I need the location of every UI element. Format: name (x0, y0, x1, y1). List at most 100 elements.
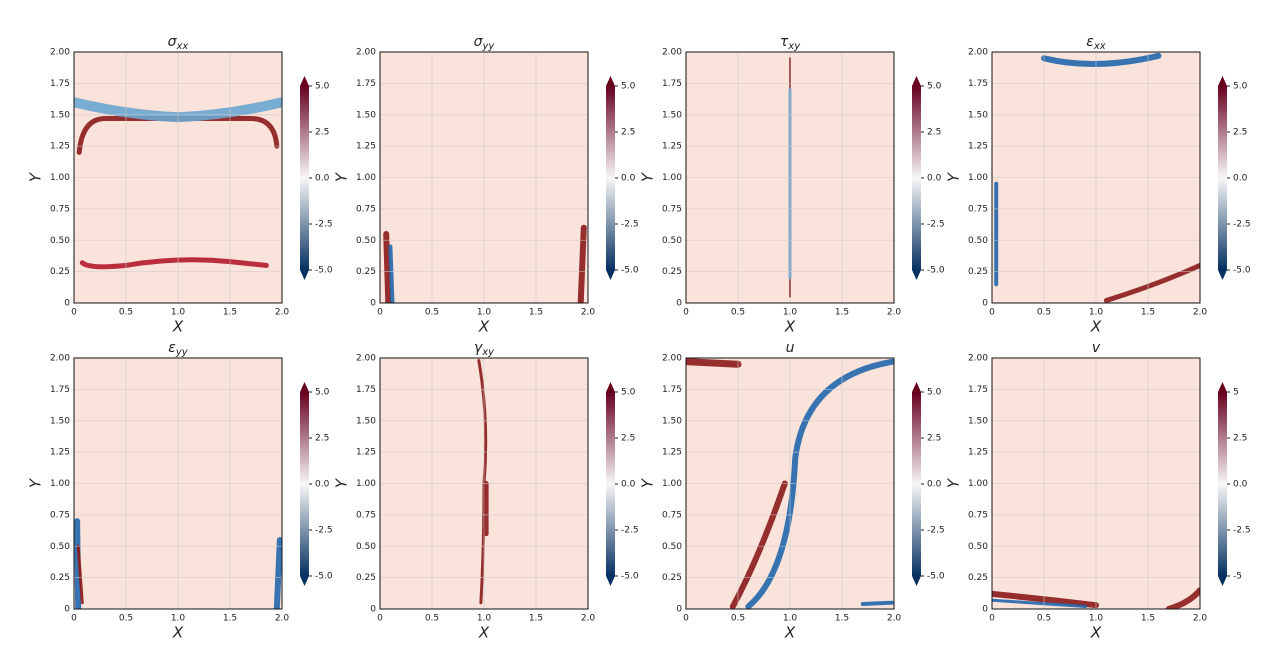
title-symbol: γ (474, 340, 483, 356)
y-tick-label: 1.25 (50, 142, 70, 152)
panel-title: σyy (474, 34, 496, 52)
colorbar-tick-label: 0.0 (621, 174, 636, 184)
y-axis-label: Y (27, 477, 45, 488)
x-tick-label: 0.5 (1037, 308, 1051, 318)
y-tick-label: 0.75 (50, 204, 70, 214)
x-tick-label: 0 (683, 308, 689, 318)
y-tick-label: 0.50 (356, 542, 376, 552)
plot-frame (991, 51, 1201, 304)
y-tick-label: 0.25 (50, 267, 70, 277)
colorbar-tick-label: 2.5 (315, 434, 329, 444)
colorbar-tick-label: -2.5 (1233, 220, 1251, 230)
y-axis-label: Y (945, 171, 963, 182)
x-tick-label: 0 (989, 308, 995, 318)
y-tick-label: 1.50 (50, 416, 70, 426)
colorbar-extend (912, 382, 921, 392)
x-tick-label: 2.0 (887, 308, 902, 318)
colorbar-tick-label: -5.0 (927, 572, 945, 582)
panel: 0 0.5 1.0 1.5 2.000.250.500.751.001.251.501.… (639, 340, 945, 642)
colorbar-extend (300, 270, 309, 280)
colorbar-tick-label: 5.0 (621, 388, 636, 398)
y-tick-label: 2.00 (356, 354, 376, 364)
colorbar-extend (1218, 270, 1227, 280)
panel-title: u (786, 340, 795, 356)
title-symbol: ε (1086, 34, 1094, 50)
colorbar-tick-label: 2.5 (927, 128, 941, 138)
x-tick-label: 2.0 (887, 614, 902, 624)
colorbar-tick-label: 5.0 (315, 82, 330, 92)
panel-title: σxx (168, 34, 189, 52)
plot-frame (379, 357, 589, 610)
field-feature (388, 244, 395, 303)
title-subscript: xx (176, 41, 189, 52)
field-feature (76, 544, 84, 605)
y-tick-label: 0 (676, 299, 682, 309)
y-tick-label: 1.75 (968, 385, 988, 395)
x-tick-label: 2.0 (581, 614, 596, 624)
colorbar-tick-label: -5.0 (621, 266, 639, 276)
y-tick-label: 1.75 (50, 79, 70, 89)
field-feature (79, 257, 269, 270)
x-tick-label: 2.0 (581, 308, 596, 318)
colorbar-tick-label: 5.0 (621, 82, 636, 92)
y-tick-label: 1.50 (662, 110, 682, 120)
colorbar-tick-label: 5 (1233, 388, 1239, 398)
y-tick-label: 2.00 (968, 354, 988, 364)
colorbar-tick-label: 2.5 (927, 434, 941, 444)
x-tick-label: 0.5 (119, 308, 133, 318)
y-tick-label: 1.25 (662, 448, 682, 458)
y-tick-label: 0 (64, 605, 70, 615)
title-symbol: σ (474, 34, 484, 50)
field-feature (992, 598, 1088, 608)
colorbar-tick-label: -5.0 (315, 572, 333, 582)
panel-title: γxy (474, 340, 495, 358)
colorbar-tick-label: -2.5 (1233, 526, 1251, 536)
y-tick-label: 2.00 (50, 48, 70, 58)
colorbar-tick-label: 0.0 (1233, 480, 1248, 490)
colorbar-extend (912, 76, 921, 86)
colorbar-tick-label: 2.5 (621, 128, 635, 138)
y-tick-label: 1.50 (50, 110, 70, 120)
colorbar-tick-label: 2.5 (315, 128, 329, 138)
colorbar-tick-label: 0.0 (315, 480, 330, 490)
colorbar-tick-label: 0.0 (1233, 174, 1248, 184)
colorbar-tick-label: 2.5 (1233, 128, 1247, 138)
y-tick-label: 1.00 (50, 173, 70, 183)
panel: 0 0.5 1.0 1.5 2.000.250.500.751.001.251.501.… (945, 340, 1251, 642)
x-tick-label: 1.5 (835, 308, 849, 318)
panel: 0 0.5 1.0 1.5 2.000.250.500.751.001.251.501.… (333, 340, 639, 642)
colorbar-tick-label: 5.0 (315, 388, 330, 398)
title-symbol: v (1092, 340, 1101, 356)
x-tick-label: 1.5 (529, 614, 543, 624)
y-tick-label: 0.75 (356, 510, 376, 520)
field-feature (729, 480, 788, 609)
y-tick-label: 0.75 (662, 204, 682, 214)
title-symbol: τ (780, 34, 789, 50)
y-tick-label: 1.00 (662, 479, 682, 489)
colorbar-extend (1218, 576, 1227, 586)
colorbar-extend (606, 382, 615, 392)
colorbar-tick-label: 5.0 (927, 388, 942, 398)
colorbar (606, 392, 615, 576)
title-symbol: σ (168, 34, 178, 50)
x-tick-label: 0 (377, 614, 383, 624)
y-tick-label: 0.50 (662, 236, 682, 246)
field-feature (273, 537, 282, 609)
x-tick-label: 1.0 (783, 614, 798, 624)
colorbar-tick-label: -2.5 (315, 526, 333, 536)
colorbar-tick-label: -2.5 (927, 526, 945, 536)
field-feature (1165, 587, 1200, 609)
y-tick-label: 2.00 (50, 354, 70, 364)
x-axis-label: X (478, 624, 490, 642)
panel-title: v (1092, 340, 1101, 356)
y-tick-label: 0.75 (50, 510, 70, 520)
field-feature (860, 600, 894, 606)
x-tick-label: 1.5 (529, 308, 543, 318)
x-tick-label: 0 (683, 614, 689, 624)
y-tick-label: 1.25 (356, 448, 376, 458)
colorbar-extend (606, 270, 615, 280)
colorbar-tick-label: 2.5 (1233, 434, 1247, 444)
colorbar-tick-label: -2.5 (927, 220, 945, 230)
plot-frame (73, 51, 283, 304)
